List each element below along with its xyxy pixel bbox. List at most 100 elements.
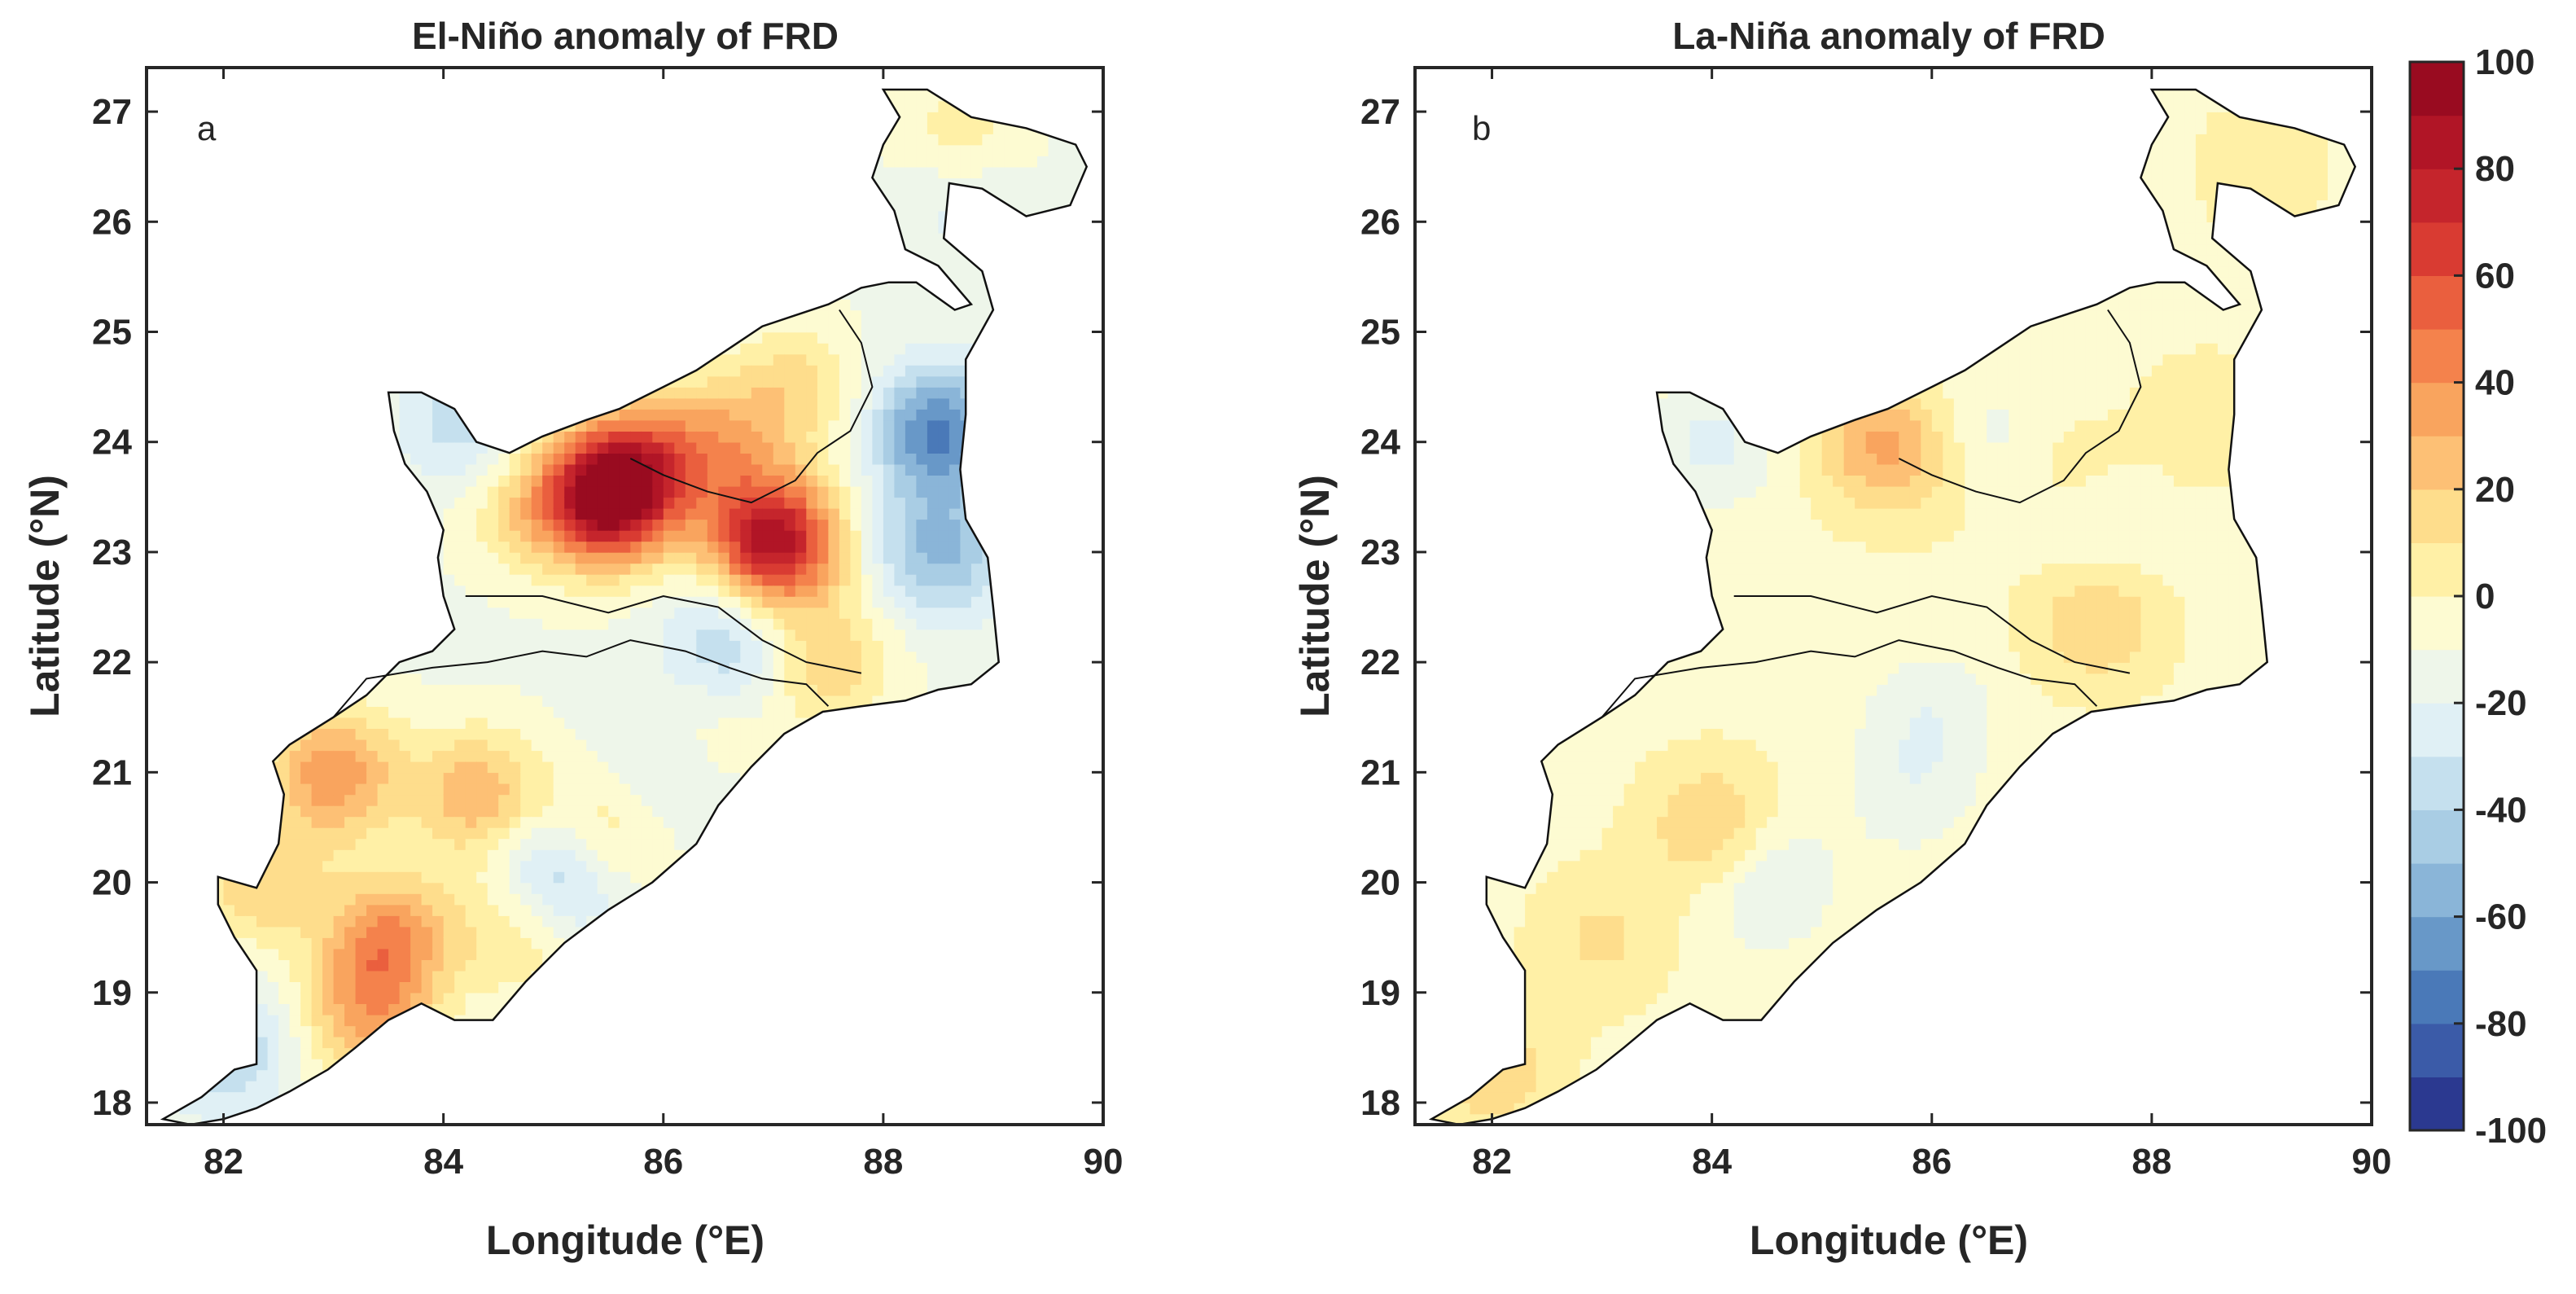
field-cell	[399, 772, 411, 784]
field-cell	[597, 541, 609, 553]
field-cell	[355, 871, 367, 884]
field-cell	[597, 551, 609, 564]
field-cell	[575, 475, 587, 487]
field-cell	[421, 750, 433, 762]
field-cell	[377, 849, 389, 862]
field-cell	[300, 1003, 313, 1015]
field-cell	[399, 761, 411, 774]
field-cell	[630, 640, 642, 652]
field-cell	[344, 970, 357, 982]
field-cell	[388, 992, 401, 1004]
field-cell	[575, 541, 587, 553]
field-cell	[498, 618, 510, 630]
field-cell	[432, 706, 445, 718]
field-cell	[564, 695, 576, 707]
field-cell	[663, 551, 676, 564]
field-cell	[542, 563, 554, 575]
field-cell	[388, 1003, 401, 1015]
field-cell	[454, 838, 467, 850]
field-cell	[498, 761, 510, 774]
field-cell	[399, 893, 411, 906]
field-cell	[278, 937, 291, 950]
field-cell	[465, 607, 477, 619]
field-cell	[465, 662, 477, 674]
field-cell	[553, 871, 565, 884]
field-cell	[498, 948, 510, 960]
field-cell	[542, 485, 554, 498]
field-cell	[575, 684, 587, 696]
field-cell	[509, 827, 521, 840]
field-cell	[608, 463, 620, 476]
field-cell	[223, 1091, 235, 1103]
field-cell	[410, 695, 423, 707]
field-cell	[575, 717, 587, 729]
field-cell	[520, 618, 532, 630]
field-cell	[454, 475, 467, 487]
field-cell	[333, 959, 345, 972]
field-cell	[410, 926, 423, 938]
field-cell	[509, 607, 521, 619]
field-cell	[432, 783, 445, 796]
field-cell	[564, 441, 576, 454]
field-cell	[311, 915, 323, 928]
field-cell	[586, 816, 598, 828]
field-cell	[432, 453, 445, 465]
field-cell	[322, 1025, 335, 1037]
field-cell	[663, 409, 676, 421]
field-cell	[333, 761, 345, 774]
field-cell	[575, 783, 587, 796]
field-cell	[718, 551, 730, 564]
field-cell	[443, 882, 455, 894]
field-cell	[267, 915, 279, 928]
field-cell	[586, 717, 598, 729]
field-cell	[718, 353, 730, 366]
field-cell	[597, 629, 609, 641]
field-cell	[619, 662, 631, 674]
field-cell	[476, 507, 488, 520]
field-cell	[399, 684, 411, 696]
field-cell	[388, 926, 401, 938]
field-cell	[322, 827, 335, 840]
field-cell	[597, 441, 609, 454]
field-cell	[377, 970, 389, 982]
field-cell	[487, 838, 499, 850]
field-cell	[542, 497, 554, 509]
field-cell	[278, 838, 291, 850]
field-cell	[344, 926, 357, 938]
field-cell	[278, 904, 291, 916]
field-cell	[597, 662, 609, 674]
field-cell	[344, 750, 357, 762]
field-cell	[289, 1069, 301, 1081]
field-cell	[553, 893, 565, 906]
field-cell	[652, 651, 664, 663]
field-cell	[256, 970, 269, 982]
field-cell	[432, 827, 445, 840]
field-cell	[454, 695, 467, 707]
field-cell	[410, 441, 423, 454]
field-cell	[355, 717, 367, 729]
field-cell	[531, 695, 543, 707]
field-cell	[355, 1025, 367, 1037]
field-cell	[586, 551, 598, 564]
field-cell	[355, 937, 367, 950]
field-cell	[355, 838, 367, 850]
field-cell	[707, 684, 720, 696]
field-cell	[322, 915, 335, 928]
field-cell	[399, 805, 411, 818]
field-cell	[707, 783, 720, 796]
field-cell	[597, 838, 609, 850]
field-cell	[674, 805, 686, 818]
field-cell	[245, 937, 257, 950]
field-cell	[553, 684, 565, 696]
field-cell	[641, 827, 654, 840]
field-cell	[718, 750, 730, 762]
field-cell	[663, 651, 676, 663]
field-cell	[586, 750, 598, 762]
field-cell	[234, 1103, 247, 1115]
field-cell	[531, 849, 543, 862]
field-cell	[597, 431, 609, 443]
field-cell	[564, 519, 576, 531]
field-cell	[564, 827, 576, 840]
field-cell	[432, 970, 445, 982]
field-cell	[619, 596, 631, 608]
